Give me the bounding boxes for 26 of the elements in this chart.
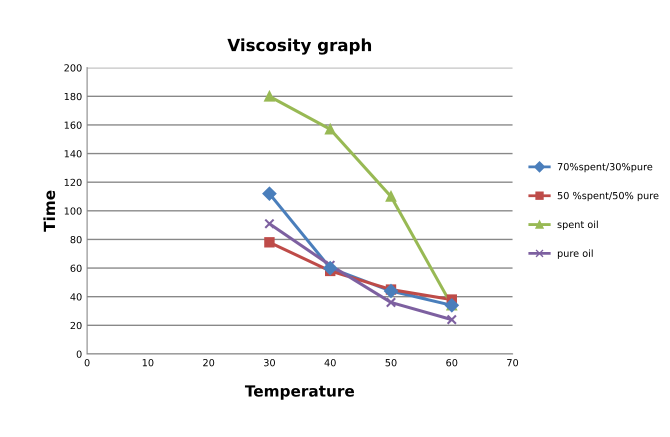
x-tick-label: 50 xyxy=(386,359,397,366)
y-tick-label: 180 xyxy=(64,92,82,100)
y-tick-label: 140 xyxy=(64,150,82,158)
y-tick-label: 160 xyxy=(64,121,82,129)
y-tick-label: 60 xyxy=(70,264,82,272)
x-tick-label: 40 xyxy=(324,359,336,366)
y-tick-label: 0 xyxy=(76,350,82,358)
legend-label: 50 %spent/50% pure xyxy=(558,192,658,202)
x-tick-label: 70 xyxy=(507,359,518,366)
y-axis-title: Time xyxy=(43,190,56,232)
y-tick-label: 20 xyxy=(70,322,82,330)
x-tick-label: 20 xyxy=(203,359,214,366)
chart-title: Viscosity graph xyxy=(227,38,372,55)
y-tick-label: 40 xyxy=(70,293,82,301)
y-tick-label: 100 xyxy=(64,207,82,215)
legend-label: spent oil xyxy=(558,220,598,230)
legend-label: 70%spent/30%pure xyxy=(558,163,652,172)
x-tick-label: 30 xyxy=(264,359,275,366)
y-tick-label: 80 xyxy=(70,236,82,244)
x-tick-label: 60 xyxy=(446,359,458,366)
y-tick-label: 120 xyxy=(64,178,82,186)
legend-label: pure oil xyxy=(558,249,593,259)
x-tick-label: 10 xyxy=(142,359,154,366)
x-axis-title: Temperature xyxy=(244,385,354,400)
x-tick-label: 0 xyxy=(84,359,90,366)
y-tick-label: 200 xyxy=(64,64,82,72)
